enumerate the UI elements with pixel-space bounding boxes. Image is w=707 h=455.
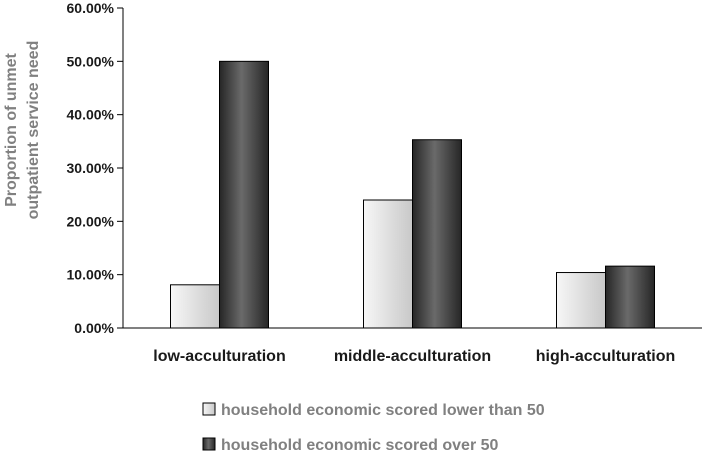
y-tick-label: 50.00% (67, 53, 115, 69)
legend-swatch-over-50 (202, 437, 216, 451)
y-axis-title-line-2: outpatient service need (25, 41, 42, 220)
bar-middle-acculturation-lower-than-50 (363, 199, 413, 329)
y-axis-title: Proportion of unmet outpatient service n… (3, 41, 42, 220)
y-tick-label: 60.00% (67, 0, 115, 16)
legend-swatch-lower-than-50 (202, 402, 216, 416)
y-tick-label: 40.00% (67, 107, 115, 123)
bar-low-acculturation-lower-than-50 (170, 284, 220, 329)
legend: household economic scored lower than 50 … (202, 402, 545, 454)
bars (170, 60, 655, 329)
y-tick-label: 0.00% (74, 320, 114, 336)
x-category-label-high-acculturation: high-acculturation (536, 348, 676, 365)
bar-low-acculturation-over-50 (219, 60, 269, 329)
y-tick-label: 10.00% (67, 267, 115, 283)
legend-label-lower-than-50: household economic scored lower than 50 (221, 402, 545, 419)
y-axis-ticks: 0.00% 10.00% 20.00% 30.00% 40.00% 50.00% 60.00… (67, 0, 123, 336)
bar-middle-acculturation-over-50 (412, 139, 462, 329)
bar-high-acculturation-over-50 (605, 265, 655, 329)
bar-high-acculturation-lower-than-50 (556, 272, 606, 329)
y-tick-label: 30.00% (67, 160, 115, 176)
x-category-label-middle-acculturation: middle-acculturation (334, 348, 491, 365)
y-tick-label: 20.00% (67, 213, 115, 229)
legend-label-over-50: household economic scored over 50 (221, 437, 499, 454)
y-axis-title-line-1: Proportion of unmet (3, 52, 20, 206)
x-category-label-low-acculturation: low-acculturation (153, 348, 285, 365)
x-axis-labels: low-acculturation middle-acculturation hig… (153, 348, 675, 365)
